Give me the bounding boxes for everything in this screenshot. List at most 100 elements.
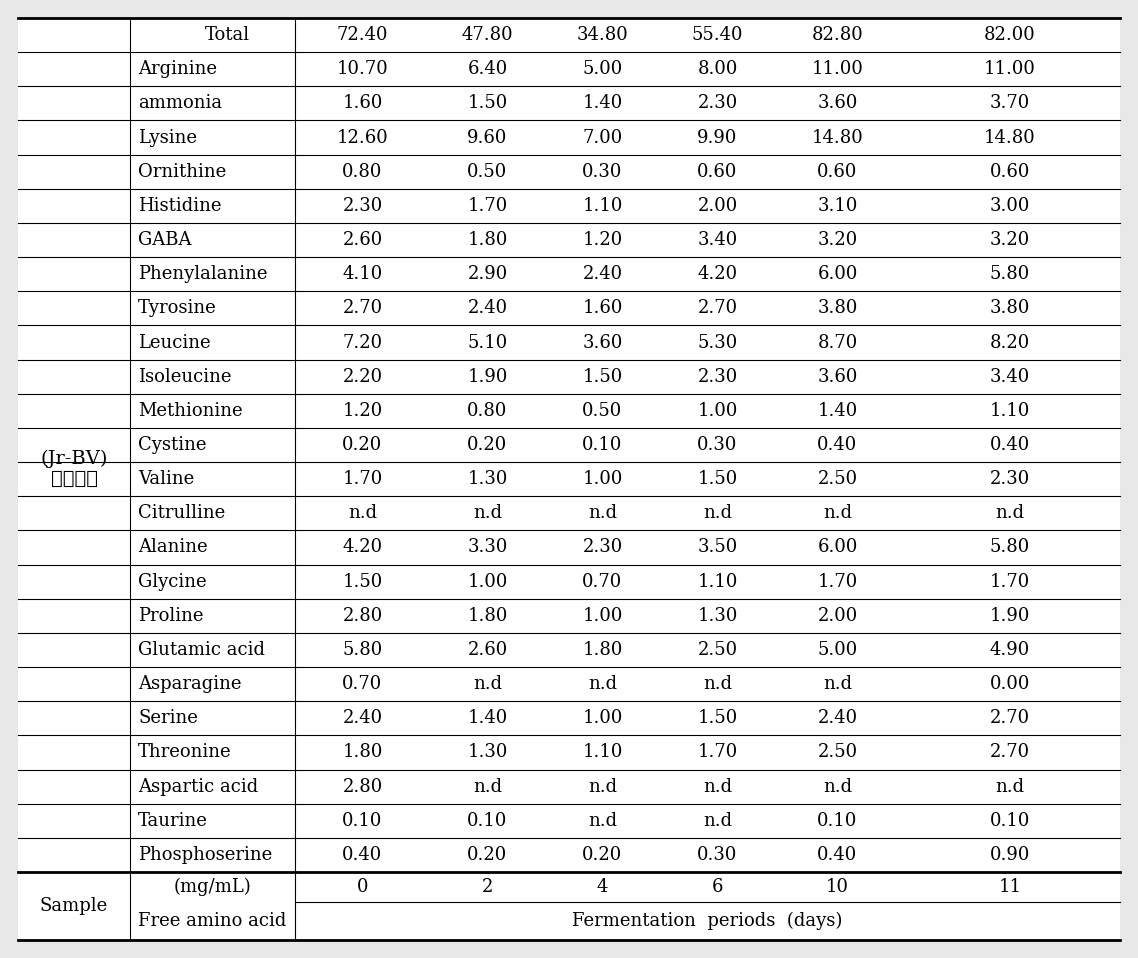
Text: 1.60: 1.60 (343, 95, 382, 112)
Text: 1.80: 1.80 (468, 606, 508, 625)
Text: 3.20: 3.20 (990, 231, 1030, 249)
Text: 2.50: 2.50 (817, 743, 858, 762)
Text: n.d: n.d (588, 675, 617, 694)
Text: 0.10: 0.10 (990, 811, 1030, 830)
Text: Fermentation  periods  (days): Fermentation periods (days) (572, 912, 842, 930)
Text: 3.40: 3.40 (990, 368, 1030, 386)
Text: 2.20: 2.20 (343, 368, 382, 386)
Text: 1.50: 1.50 (698, 470, 737, 489)
Text: 3.00: 3.00 (990, 197, 1030, 215)
Text: 5.80: 5.80 (990, 538, 1030, 557)
Text: 1.30: 1.30 (698, 606, 737, 625)
Text: 0.40: 0.40 (817, 436, 858, 454)
Text: 2.40: 2.40 (343, 709, 382, 727)
Text: Glycine: Glycine (138, 573, 207, 591)
Text: n.d: n.d (588, 778, 617, 795)
Text: 0.30: 0.30 (698, 846, 737, 864)
Text: 0.30: 0.30 (698, 436, 737, 454)
Text: n.d: n.d (348, 504, 377, 522)
Text: n.d: n.d (823, 504, 852, 522)
Text: Citrulline: Citrulline (138, 504, 225, 522)
Text: 55.40: 55.40 (692, 26, 743, 44)
Text: 1.50: 1.50 (343, 573, 382, 591)
Text: 9.60: 9.60 (468, 128, 508, 147)
Text: n.d: n.d (473, 504, 502, 522)
Text: n.d: n.d (703, 504, 732, 522)
Text: 3.80: 3.80 (817, 299, 858, 317)
Text: 2.90: 2.90 (468, 265, 508, 284)
Text: 0.80: 0.80 (468, 401, 508, 420)
Text: 11.00: 11.00 (811, 60, 864, 79)
Text: (Jr-BV): (Jr-BV) (40, 449, 108, 468)
Text: ammonia: ammonia (138, 95, 222, 112)
Text: 0.80: 0.80 (343, 163, 382, 181)
Text: 2.30: 2.30 (990, 470, 1030, 489)
Text: 72.40: 72.40 (337, 26, 388, 44)
Text: 0.90: 0.90 (990, 846, 1030, 864)
Text: 4: 4 (596, 878, 608, 896)
Text: 1.80: 1.80 (583, 641, 622, 659)
Text: Sample: Sample (40, 897, 108, 915)
Text: 1.70: 1.70 (343, 470, 382, 489)
Text: 0.20: 0.20 (583, 846, 622, 864)
Text: 8.20: 8.20 (990, 333, 1030, 352)
Text: 3.60: 3.60 (817, 368, 858, 386)
Text: 3.40: 3.40 (698, 231, 737, 249)
Text: 82.80: 82.80 (811, 26, 864, 44)
Text: 0.20: 0.20 (468, 436, 508, 454)
Text: 1.70: 1.70 (698, 743, 737, 762)
Text: 2.30: 2.30 (698, 95, 737, 112)
Text: 3.20: 3.20 (817, 231, 858, 249)
Text: n.d: n.d (996, 504, 1024, 522)
Text: Tyrosine: Tyrosine (138, 299, 216, 317)
Text: 1.30: 1.30 (468, 470, 508, 489)
Text: 0.70: 0.70 (583, 573, 622, 591)
Text: n.d: n.d (473, 778, 502, 795)
Text: 12.60: 12.60 (337, 128, 388, 147)
Text: 6.40: 6.40 (468, 60, 508, 79)
Text: 1.80: 1.80 (468, 231, 508, 249)
Text: Ornithine: Ornithine (138, 163, 226, 181)
Text: 0.40: 0.40 (343, 846, 382, 864)
Text: 11: 11 (998, 878, 1022, 896)
Text: n.d: n.d (588, 811, 617, 830)
Text: Leucine: Leucine (138, 333, 211, 352)
Text: 2.70: 2.70 (698, 299, 737, 317)
Text: 2.30: 2.30 (583, 538, 622, 557)
Text: 1.90: 1.90 (990, 606, 1030, 625)
Text: 0.50: 0.50 (468, 163, 508, 181)
Text: 5.30: 5.30 (698, 333, 737, 352)
Text: 5.10: 5.10 (468, 333, 508, 352)
Text: 1.10: 1.10 (583, 743, 622, 762)
Text: 2.70: 2.70 (990, 709, 1030, 727)
Text: 1.30: 1.30 (468, 743, 508, 762)
Text: Isoleucine: Isoleucine (138, 368, 231, 386)
Text: 14.80: 14.80 (984, 128, 1036, 147)
Text: 1.00: 1.00 (583, 606, 622, 625)
Text: Arginine: Arginine (138, 60, 217, 79)
Text: Phosphoserine: Phosphoserine (138, 846, 272, 864)
Text: 5.00: 5.00 (817, 641, 858, 659)
Text: 2.30: 2.30 (698, 368, 737, 386)
Text: 82.00: 82.00 (984, 26, 1036, 44)
Text: 1.40: 1.40 (468, 709, 508, 727)
Text: 2.50: 2.50 (817, 470, 858, 489)
Text: Phenylalanine: Phenylalanine (138, 265, 267, 284)
Text: 1.40: 1.40 (817, 401, 858, 420)
Text: 5.00: 5.00 (583, 60, 622, 79)
Text: Asparagine: Asparagine (138, 675, 241, 694)
Text: 1.70: 1.70 (817, 573, 858, 591)
Text: 0.50: 0.50 (583, 401, 622, 420)
Text: 0.60: 0.60 (990, 163, 1030, 181)
Text: Free amino acid: Free amino acid (139, 912, 287, 930)
Text: 1.50: 1.50 (698, 709, 737, 727)
Text: 3.10: 3.10 (817, 197, 858, 215)
Text: 0.10: 0.10 (468, 811, 508, 830)
Text: 4.20: 4.20 (698, 265, 737, 284)
Text: 6.00: 6.00 (817, 265, 858, 284)
Text: 2.80: 2.80 (343, 606, 382, 625)
Text: Taurine: Taurine (138, 811, 208, 830)
Text: Histidine: Histidine (138, 197, 222, 215)
Text: Aspartic acid: Aspartic acid (138, 778, 258, 795)
Text: 10.70: 10.70 (337, 60, 388, 79)
